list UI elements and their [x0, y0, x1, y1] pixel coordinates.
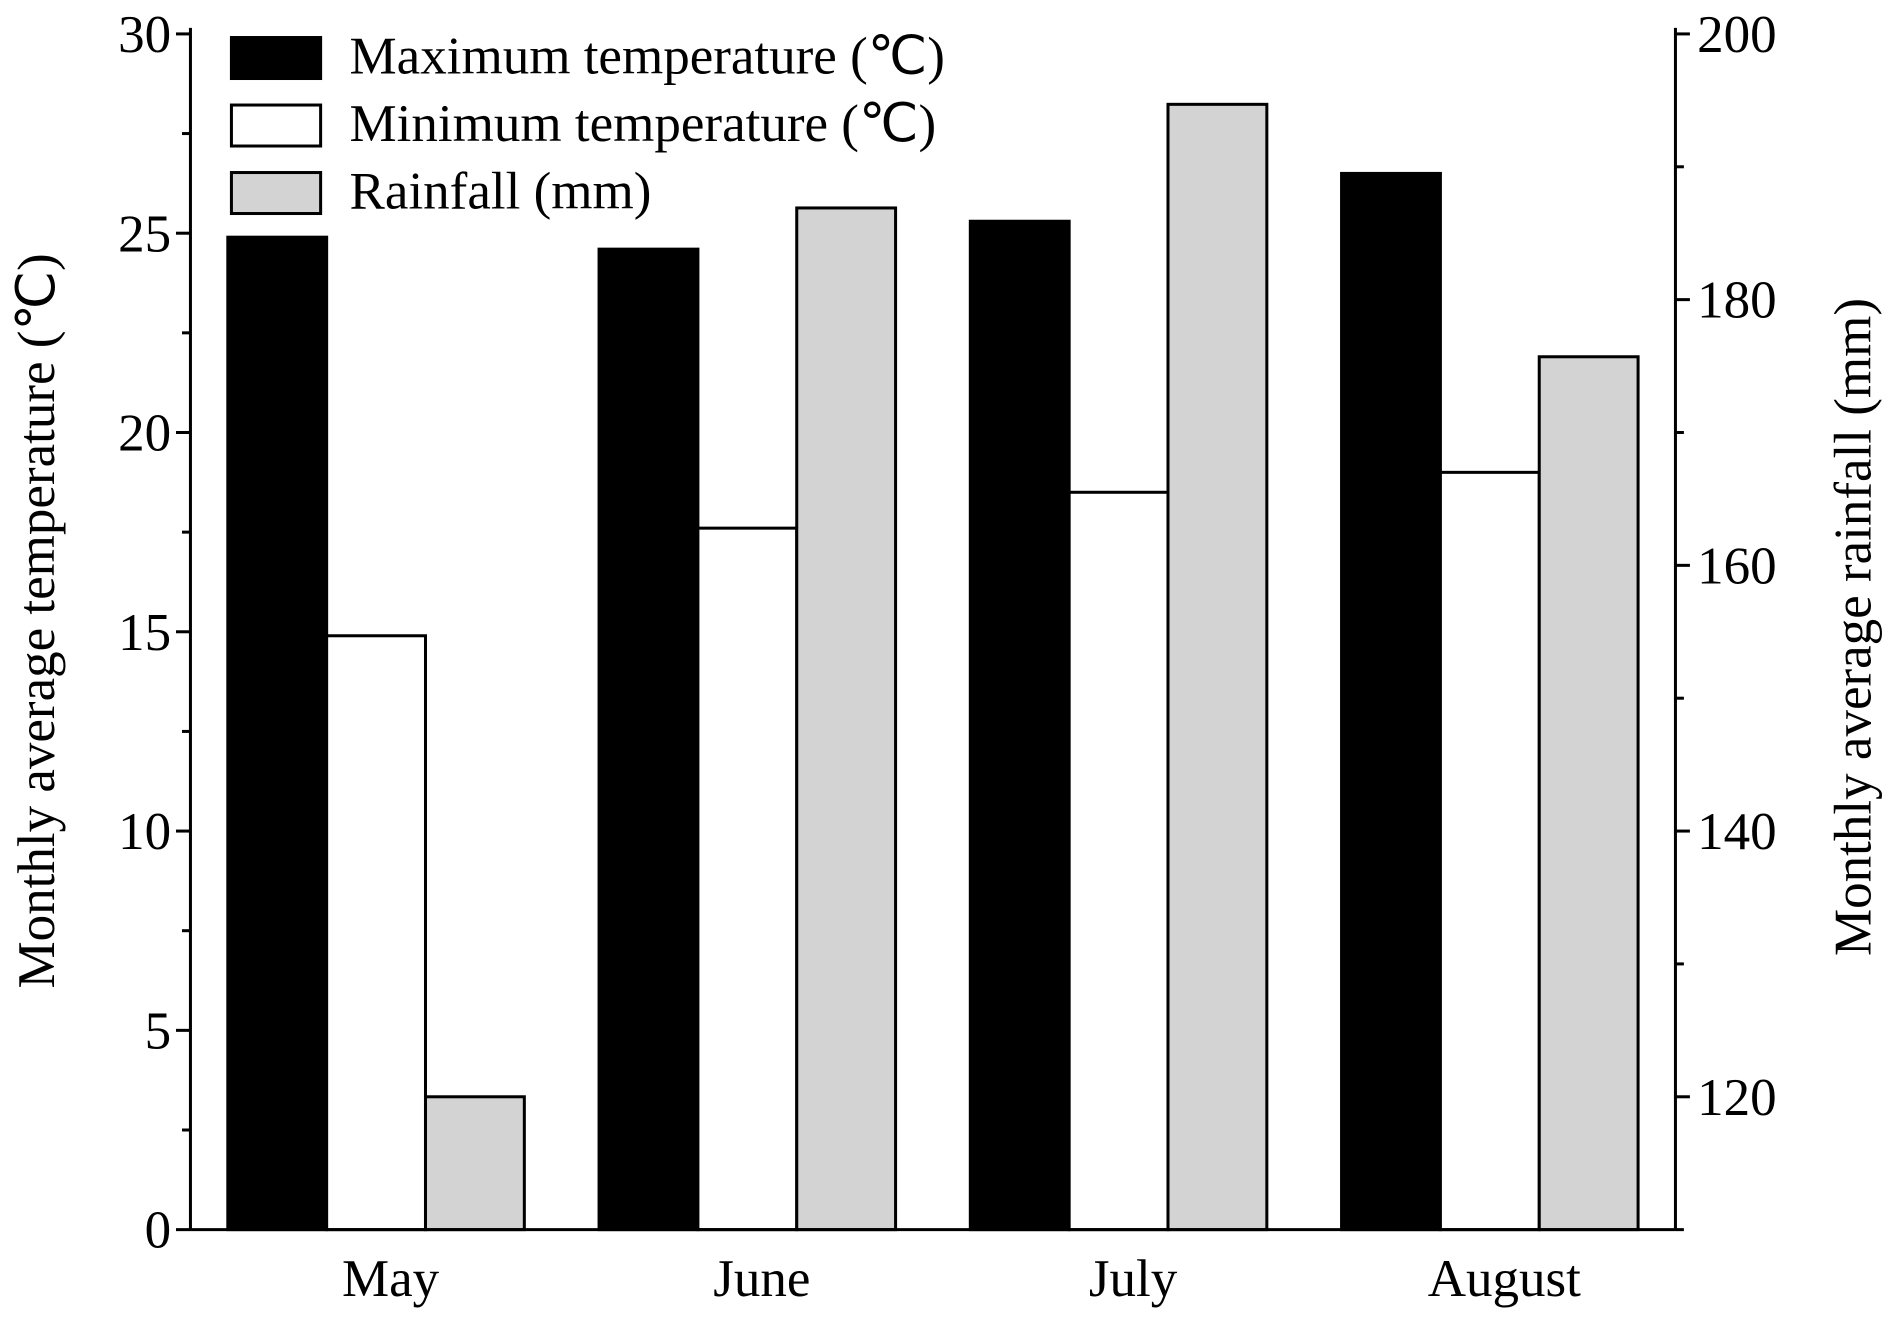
y-tick-label-left: 30 [118, 6, 171, 64]
bar-max-temp-august [1340, 171, 1442, 1232]
legend-label: Maximum temperature (℃) [350, 28, 945, 86]
bar-min-temp-august [1438, 470, 1541, 1232]
bar-min-temp-july [1067, 490, 1170, 1232]
x-tick-label: July [1089, 1250, 1178, 1308]
legend: Maximum temperature (℃) Minimum temperatu… [229, 28, 945, 221]
bar-max-temp-july [968, 219, 1071, 1232]
y-axis-label-left: Monthly average temperature (℃) [8, 253, 66, 988]
bar-max-temp-june [597, 247, 700, 1232]
y-tick-label-left: 5 [145, 1002, 172, 1060]
y-tick-label-right: 160 [1697, 537, 1777, 595]
bar-max-temp-may [226, 235, 329, 1232]
y-tick-label-left: 20 [118, 405, 171, 463]
bars [226, 102, 1640, 1232]
bar-rainfall-june [795, 206, 898, 1232]
axes: May June July August 0 5 10 15 20 25 30 120 140 160 18… [118, 6, 1777, 1308]
bar-min-temp-may [325, 634, 427, 1232]
bar-rainfall-may [423, 1095, 526, 1232]
bar-rainfall-july [1166, 102, 1269, 1232]
x-tick-label: May [342, 1250, 440, 1308]
legend-swatch [229, 103, 323, 148]
y-tick-label-right: 140 [1697, 803, 1777, 861]
y-tick-label-right: 120 [1697, 1069, 1777, 1127]
y-axis-label-right: Monthly average rainfall (mm) [1825, 298, 1883, 956]
y-tick-label-right: 180 [1697, 272, 1777, 330]
bar-rainfall-august [1537, 355, 1640, 1232]
x-tick-label: August [1428, 1250, 1581, 1308]
y-tick-label-left: 15 [118, 604, 171, 662]
legend-label: Minimum temperature (℃) [350, 95, 937, 153]
bar-min-temp-june [696, 526, 799, 1232]
legend-swatch [229, 36, 323, 81]
legend-label: Rainfall (mm) [350, 163, 652, 221]
y-tick-label-right: 200 [1697, 6, 1777, 64]
y-tick-label-left: 0 [145, 1202, 172, 1260]
x-tick-label: June [713, 1250, 810, 1308]
legend-swatch [229, 171, 323, 216]
y-tick-label-left: 10 [118, 803, 171, 861]
y-tick-label-left: 25 [118, 205, 171, 263]
